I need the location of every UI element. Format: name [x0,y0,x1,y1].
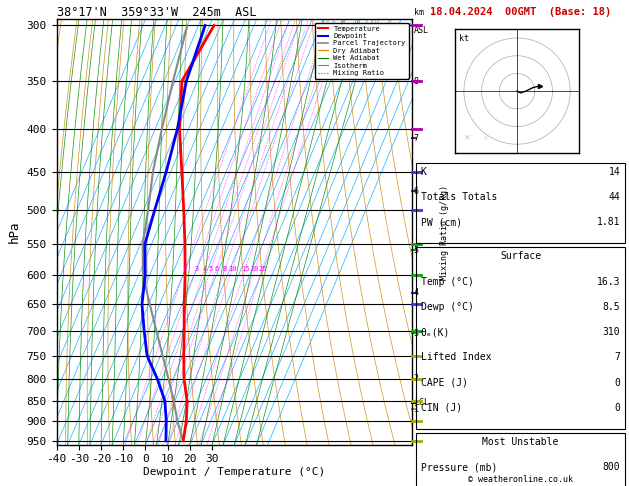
Text: 14: 14 [609,167,620,177]
Text: PW (cm): PW (cm) [421,217,462,227]
Text: ×: × [464,134,471,143]
Text: Totals Totals: Totals Totals [421,192,497,202]
Text: 16.3: 16.3 [597,277,620,287]
Text: 7: 7 [615,352,620,363]
Text: 6: 6 [214,266,218,272]
Text: 4: 4 [414,288,419,297]
Text: 6: 6 [414,187,419,195]
Text: 18.04.2024  00GMT  (Base: 18): 18.04.2024 00GMT (Base: 18) [430,7,611,17]
Text: 5: 5 [209,266,213,272]
Text: Mixing Ratio (g/kg): Mixing Ratio (g/kg) [440,185,450,279]
Text: 0: 0 [615,403,620,413]
Text: 8: 8 [223,266,227,272]
Text: 7: 7 [414,134,419,142]
Text: 1.81: 1.81 [597,217,620,227]
Bar [416,247,625,429]
Text: 1: 1 [414,405,419,414]
Text: Temp (°C): Temp (°C) [421,277,474,287]
Text: LCL: LCL [414,399,429,407]
Text: 44: 44 [609,192,620,202]
Text: 800: 800 [603,462,620,472]
Bar [416,433,625,486]
Text: 15: 15 [241,266,249,272]
X-axis label: Dewpoint / Temperature (°C): Dewpoint / Temperature (°C) [143,467,325,477]
Text: Surface: Surface [500,251,541,261]
Text: kt: kt [459,35,469,43]
Text: ×: × [482,136,487,142]
Text: Dewp (°C): Dewp (°C) [421,302,474,312]
Text: 25: 25 [258,266,267,272]
Text: Most Unstable: Most Unstable [482,437,559,447]
Text: 8: 8 [414,77,419,86]
Text: 8.5: 8.5 [603,302,620,312]
Text: CIN (J): CIN (J) [421,403,462,413]
Text: 3: 3 [194,266,198,272]
Text: K: K [421,167,426,177]
Y-axis label: hPa: hPa [8,221,21,243]
Text: km: km [414,8,424,17]
Text: Lifted Index: Lifted Index [421,352,491,363]
Text: 4: 4 [203,266,206,272]
Text: 20: 20 [250,266,259,272]
Text: θₑ(K): θₑ(K) [421,327,450,337]
Bar [416,163,625,243]
Text: 10: 10 [228,266,237,272]
Text: 0: 0 [615,378,620,388]
Text: 2: 2 [183,266,187,272]
Legend: Temperature, Dewpoint, Parcel Trajectory, Dry Adiabat, Wet Adiabat, Isotherm, Mi: Temperature, Dewpoint, Parcel Trajectory… [314,23,408,79]
Text: 38°17'N  359°33'W  245m  ASL: 38°17'N 359°33'W 245m ASL [57,6,256,19]
Text: © weatheronline.co.uk: © weatheronline.co.uk [468,474,573,484]
Text: 3: 3 [414,329,419,338]
Text: Pressure (mb): Pressure (mb) [421,462,497,472]
Text: CAPE (J): CAPE (J) [421,378,468,388]
Text: 310: 310 [603,327,620,337]
Text: 2: 2 [414,375,419,383]
Text: 5: 5 [414,246,419,255]
Text: ASL: ASL [414,26,429,35]
